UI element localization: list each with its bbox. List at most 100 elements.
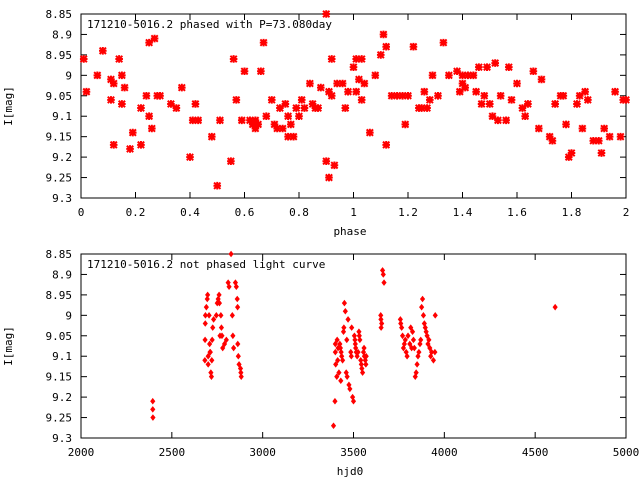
phased-data-point <box>278 124 287 133</box>
unphased-data-point <box>361 344 367 352</box>
phased-data-point <box>513 79 521 88</box>
unphased-data-point <box>203 303 209 311</box>
unphased-data-point <box>330 422 337 430</box>
phased-data-point <box>376 50 385 59</box>
phased-x-tick-label: 2 <box>623 206 630 219</box>
unphased-x-tick-labels: 2000 2500 3000 3500 4000 4500 5000 <box>68 446 640 459</box>
phased-data-point <box>246 116 254 125</box>
phased-data-point <box>382 140 391 149</box>
phased-data-point <box>365 128 374 137</box>
phased-data-point <box>207 132 216 141</box>
phased-data-point <box>262 112 271 121</box>
unphased-x-tick-label: 3000 <box>249 446 276 459</box>
unphased-data-point <box>220 344 226 352</box>
phased-data-point <box>477 100 486 108</box>
phased-data-point <box>480 91 489 100</box>
phased-data-point <box>417 104 426 112</box>
unphased-data-point <box>211 316 217 323</box>
unphased-data-point <box>207 340 213 348</box>
phased-data-point <box>300 104 309 112</box>
phased-data-point <box>594 136 603 145</box>
unphased-x-tick-label: 4500 <box>522 446 549 459</box>
unphased-chart-title: 171210-5016.2 not phased light curve <box>87 258 325 271</box>
phased-data-point <box>172 104 181 112</box>
unphased-data-point <box>405 332 411 340</box>
phased-data-point <box>98 46 107 55</box>
unphased-x-tick-label: 5000 <box>613 446 640 459</box>
phased-data-point <box>352 87 361 96</box>
unphased-data-point <box>235 303 241 311</box>
unphased-data-point <box>404 352 410 360</box>
unphased-data-point <box>228 250 234 258</box>
unphased-data-point <box>233 283 239 290</box>
phased-data-point <box>439 38 448 47</box>
phased-data-point <box>444 71 453 80</box>
phased-data-point <box>338 79 347 88</box>
phased-data-point <box>472 87 481 96</box>
phased-data-point <box>142 91 151 100</box>
unphased-data-point <box>210 324 216 331</box>
unphased-data-point <box>552 303 558 311</box>
unphased-data-point <box>216 291 222 299</box>
unphased-data-point <box>332 348 338 356</box>
unphased-x-tick-label: 4000 <box>431 446 458 459</box>
unphased-data-point <box>344 336 350 344</box>
phased-data-point <box>117 100 126 108</box>
phased-data-point <box>341 104 350 112</box>
phased-y-tick-label: 8.95 <box>46 49 73 62</box>
unphased-y-tick-label: 8.85 <box>46 248 73 261</box>
unphased-data-point <box>235 340 241 348</box>
phased-data-point <box>322 157 331 166</box>
phased-data-point <box>156 91 164 100</box>
phased-data-point <box>147 124 156 133</box>
unphased-data-point <box>209 357 215 364</box>
phased-data-point <box>464 71 472 80</box>
phased-data-point <box>120 83 129 92</box>
unphased-y-tick-label: 9.25 <box>46 412 73 425</box>
phased-ticks <box>80 13 627 199</box>
phased-data-point <box>352 55 361 63</box>
unphased-y-axis-label: I[mag] <box>2 326 15 366</box>
unphased-data-point <box>348 352 354 360</box>
phased-data-point <box>491 59 500 67</box>
phased-data-point <box>611 87 620 96</box>
phased-data-point <box>483 63 491 72</box>
unphased-data-point <box>355 348 361 356</box>
phased-x-tick-label: 1.4 <box>453 206 473 219</box>
phased-data-point <box>270 120 279 129</box>
phased-x-tick-label: 0.6 <box>235 206 255 219</box>
phased-data-point <box>145 38 154 47</box>
phased-data-point <box>458 71 467 80</box>
phased-data-point <box>137 104 145 112</box>
phased-data-point <box>281 100 290 108</box>
phased-panel: 8.85 8.9 8.95 9 9.05 9.1 9.15 9.2 9.25 9.3 0 0.2 0.… <box>2 8 630 238</box>
phased-data-point <box>562 120 570 129</box>
unphased-data-point <box>226 283 232 290</box>
unphased-data-point <box>424 332 430 340</box>
phased-y-tick-labels: 8.85 8.9 8.95 9 9.05 9.1 9.15 9.2 9.25 9.3 <box>46 8 73 205</box>
unphased-data-point <box>223 336 229 344</box>
phased-data-point <box>333 79 342 88</box>
phased-x-axis-label: phase <box>333 225 366 238</box>
phased-data-point <box>256 67 265 76</box>
phased-y-tick-label: 8.85 <box>46 8 73 21</box>
unphased-data-point <box>338 377 344 385</box>
unphased-data-point <box>218 324 225 331</box>
phased-data-point <box>534 124 543 133</box>
phased-data-point <box>226 157 235 166</box>
phased-data-point <box>267 95 276 104</box>
phased-data-point <box>286 120 295 129</box>
phased-data-point <box>229 55 238 63</box>
unphased-data-point <box>335 357 341 364</box>
phased-data-point <box>581 87 590 96</box>
unphased-data-point <box>357 336 363 344</box>
phased-data-point <box>420 87 429 96</box>
phased-data-point <box>305 79 314 88</box>
phased-data-point <box>428 71 437 80</box>
phased-data-point <box>567 149 576 157</box>
unphased-data-point <box>202 320 208 327</box>
phased-data-point <box>573 100 581 108</box>
unphased-data-point <box>202 357 208 364</box>
phased-x-tick-label: 0 <box>78 206 85 219</box>
phased-data-point <box>251 116 260 125</box>
